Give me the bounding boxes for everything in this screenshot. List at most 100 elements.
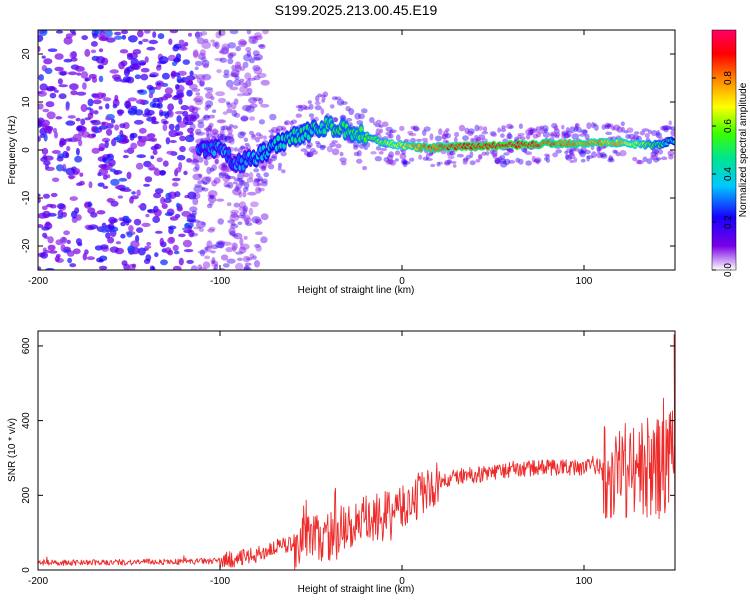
heatmap-noise-blob (219, 133, 227, 141)
heatmap-noise-blob (214, 57, 224, 62)
heatmap-noise-blob (218, 267, 226, 270)
heatmap-noise-blob (154, 230, 163, 234)
heatmap-noise-blob (194, 95, 204, 103)
heatmap-noise-blob (38, 193, 41, 198)
heatmap-noise-blob (248, 35, 258, 39)
heatmap-halo-blob (574, 123, 579, 131)
heatmap-halo-blob (561, 133, 566, 140)
heatmap-noise-blob (98, 143, 106, 151)
heatmap-noise-blob (242, 207, 247, 216)
heatmap-noise-blob (219, 57, 227, 63)
heatmap-halo-blob (650, 155, 655, 160)
snr-series-line (38, 334, 675, 570)
heatmap-halo-blob (234, 147, 238, 152)
heatmap-halo-blob (599, 152, 607, 158)
heatmap-halo-blob (326, 145, 333, 153)
heatmap-halo-blob (574, 122, 580, 128)
heatmap-noise-blob (75, 147, 80, 156)
heatmap-halo-blob (445, 133, 451, 139)
heatmap-noise-blob (240, 115, 249, 122)
heatmap-noise-blob (136, 227, 144, 234)
heatmap-noise-blob (248, 207, 254, 216)
heatmap-noise-blob (209, 195, 214, 199)
x-tick-label: -100 (210, 576, 230, 587)
heatmap-halo-blob (402, 159, 407, 165)
heatmap-halo-blob (441, 133, 449, 140)
heatmap-noise-blob (200, 31, 208, 36)
heatmap-noise-blob (50, 192, 58, 198)
heatmap-halo-blob (395, 158, 399, 162)
heatmap-halo-blob (358, 113, 365, 120)
heatmap-noise-blob (162, 123, 168, 132)
heatmap-noise-blob (210, 96, 215, 101)
heatmap-noise-blob (100, 229, 108, 233)
heatmap-noise-blob (212, 42, 219, 47)
heatmap-noise-blob (212, 128, 218, 136)
heatmap-halo-blob (554, 128, 560, 134)
heatmap-noise-blob (243, 264, 250, 270)
heatmap-halo-blob (656, 129, 660, 137)
heatmap-noise-blob (255, 186, 262, 194)
heatmap-noise-blob (187, 127, 194, 133)
chart-title: S199.2025.213.00.45.E19 (275, 2, 438, 18)
x-tick-label: -200 (28, 276, 48, 287)
heatmap-halo-blob (298, 104, 303, 109)
heatmap-noise-blob (158, 56, 169, 64)
heatmap-halo-blob (237, 177, 243, 183)
heatmap-halo-blob (535, 126, 543, 131)
heatmap-noise-blob (103, 174, 108, 180)
heatmap-noise-blob (184, 121, 194, 126)
heatmap-ridge-core (212, 150, 217, 157)
spectrogram-x-axis: -200 -100 0 100 (28, 30, 593, 287)
heatmap-noise-blob (79, 172, 84, 177)
heatmap-halo-blob (651, 149, 660, 155)
heatmap-halo-blob (197, 180, 205, 184)
heatmap-noise-blob (122, 155, 129, 159)
heatmap-noise-blob (109, 168, 116, 173)
heatmap-noise-blob (219, 128, 225, 137)
heatmap-halo-blob (566, 130, 572, 138)
heatmap-halo-blob (374, 156, 382, 162)
heatmap-noise-blob (239, 85, 249, 94)
heatmap-halo-blob (453, 136, 458, 144)
heatmap-noise-blob (156, 82, 161, 86)
heatmap-halo-blob (654, 152, 659, 158)
heatmap-noise-blob (239, 201, 247, 209)
heatmap-noise-blob (161, 203, 168, 210)
heatmap-halo-blob (260, 181, 268, 187)
heatmap-halo-blob (335, 143, 342, 149)
heatmap-noise-blob (183, 170, 188, 176)
heatmap-halo-blob (562, 133, 571, 139)
heatmap-noise-blob (150, 137, 158, 142)
heatmap-halo-blob (621, 126, 625, 133)
heatmap-noise-blob (209, 129, 219, 134)
heatmap-noise-blob (126, 52, 133, 57)
heatmap-noise-blob (188, 105, 195, 113)
heatmap-halo-blob (564, 150, 569, 155)
heatmap-noise-blob (201, 221, 207, 226)
heatmap-halo-blob (635, 159, 642, 165)
heatmap-halo-blob (253, 168, 260, 173)
heatmap-noise-blob (233, 202, 241, 208)
heatmap-noise-blob (235, 251, 243, 255)
heatmap-halo-blob (647, 129, 653, 135)
heatmap-halo-blob (329, 104, 335, 109)
heatmap-halo-blob (499, 154, 506, 160)
x-tick-label: 0 (399, 276, 405, 287)
heatmap-noise-blob (166, 150, 176, 155)
heatmap-noise-blob (144, 30, 151, 34)
heatmap-noise-blob (172, 45, 179, 52)
heatmap-noise-blob (165, 94, 172, 98)
heatmap-noise-blob (133, 119, 144, 125)
heatmap-noise-blob (205, 176, 212, 183)
heatmap-noise-blob (106, 128, 113, 136)
heatmap-noise-blob (229, 72, 237, 78)
heatmap-halo-blob (494, 158, 501, 164)
heatmap-noise-blob (157, 33, 165, 40)
heatmap-halo-blob (218, 171, 227, 176)
heatmap-noise-blob (222, 174, 231, 183)
heatmap-halo-blob (534, 157, 542, 164)
heatmap-noise-blob (238, 246, 247, 254)
heatmap-halo-blob (532, 133, 539, 139)
heatmap-noise-blob (235, 64, 242, 73)
